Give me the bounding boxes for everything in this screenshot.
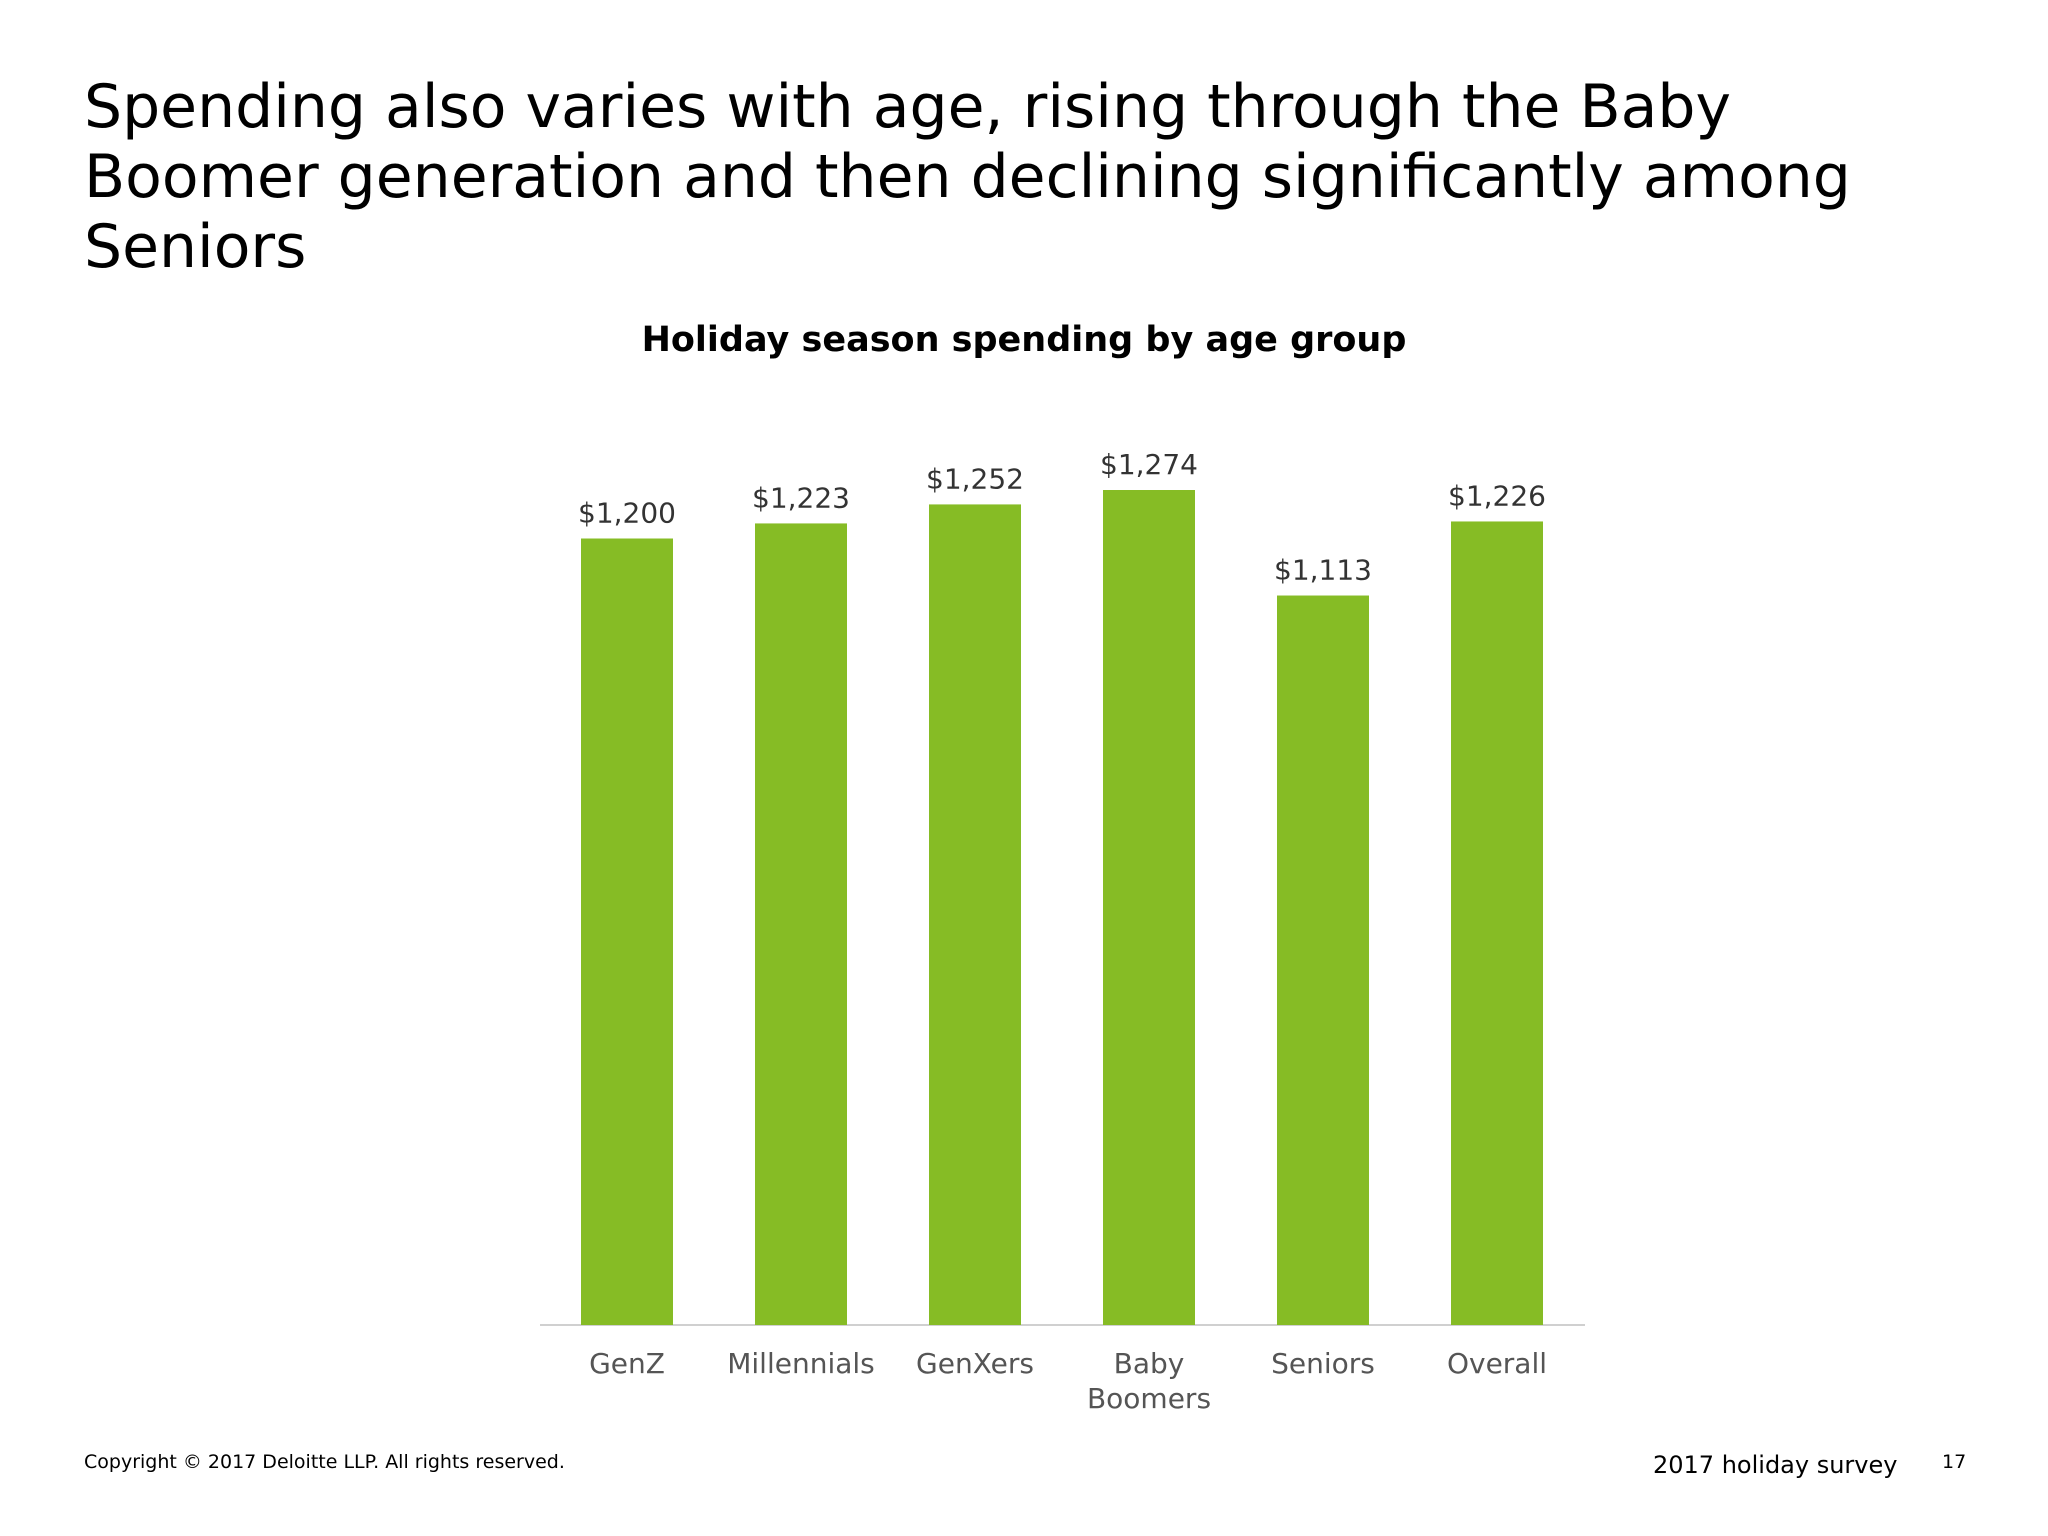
x-tick-label: Seniors xyxy=(1271,1347,1375,1380)
bar-overall xyxy=(1451,521,1543,1325)
footer-survey-label: 2017 holiday survey xyxy=(1653,1451,1898,1479)
bar-genxers xyxy=(929,504,1021,1325)
data-label: $1,223 xyxy=(752,481,850,514)
data-label: $1,252 xyxy=(926,462,1024,495)
bar-baby-boomers xyxy=(1103,490,1195,1325)
data-label: $1,200 xyxy=(578,497,676,530)
bar-millennials xyxy=(755,523,847,1325)
data-label: $1,226 xyxy=(1448,479,1546,512)
x-tick-label: Millennials xyxy=(727,1347,875,1380)
x-tick-label: Baby Boomers xyxy=(1087,1347,1211,1415)
bar-genz xyxy=(581,538,673,1325)
x-tick-label: GenZ xyxy=(589,1347,665,1380)
bar-seniors xyxy=(1277,595,1369,1325)
x-tick-label: Overall xyxy=(1447,1347,1547,1380)
data-label: $1,274 xyxy=(1100,448,1198,481)
page-number: 17 xyxy=(1942,1451,1967,1473)
chart-title: Holiday season spending by age group xyxy=(641,320,1407,360)
data-label: $1,113 xyxy=(1274,554,1372,587)
footer-copyright: Copyright © 2017 Deloitte LLP. All right… xyxy=(84,1451,565,1473)
x-tick-label: GenXers xyxy=(916,1347,1034,1380)
slide-title: Spending also varies with age, rising th… xyxy=(84,72,1851,282)
